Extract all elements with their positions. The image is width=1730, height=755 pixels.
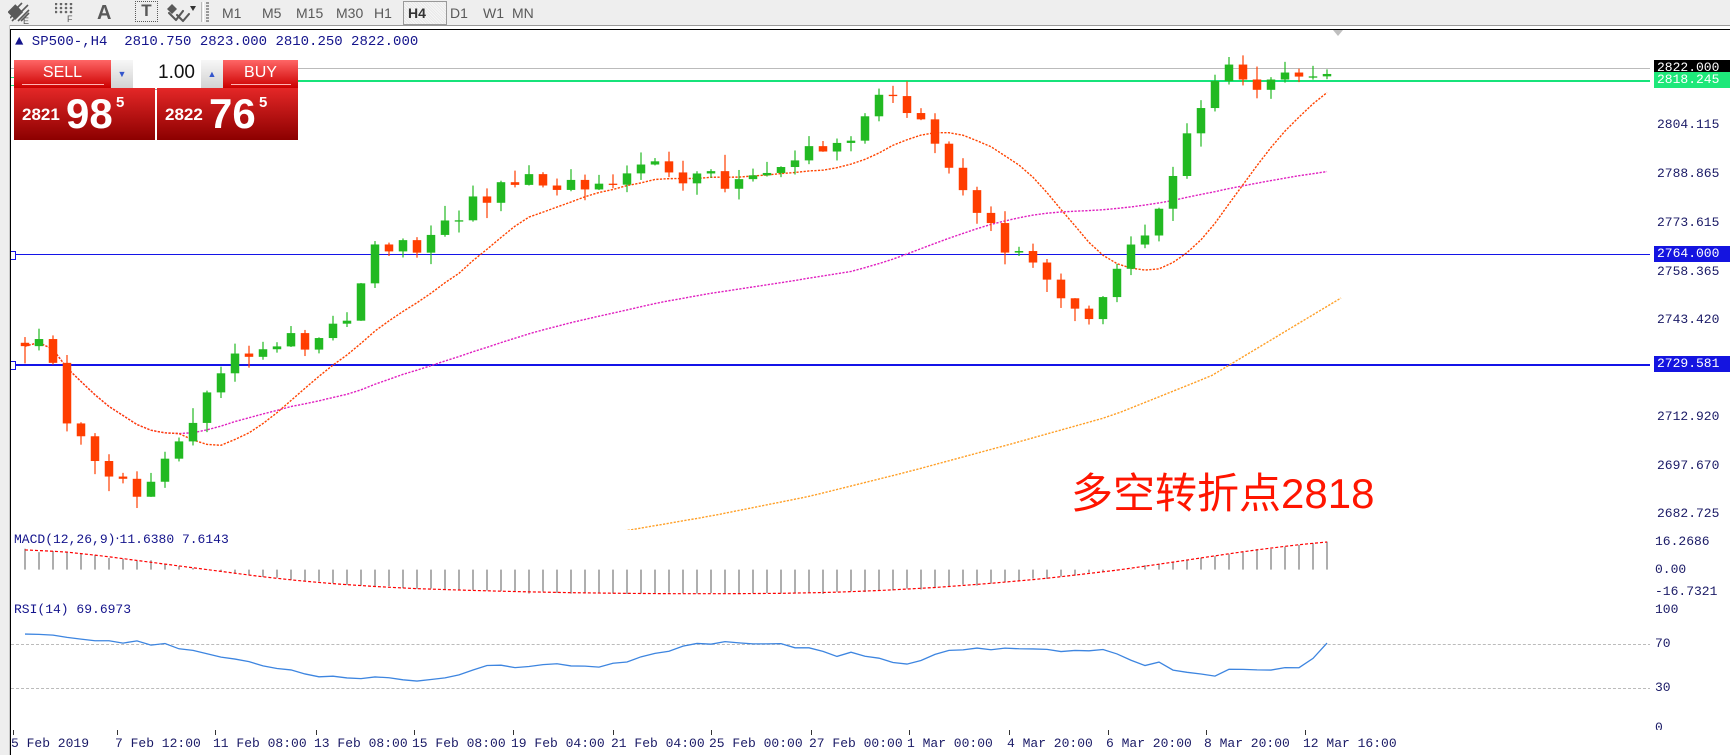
svg-text:E: E xyxy=(23,16,29,24)
svg-text:F: F xyxy=(67,14,73,23)
